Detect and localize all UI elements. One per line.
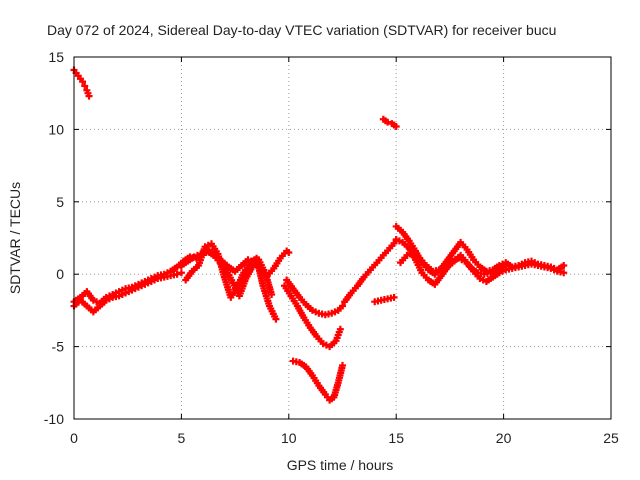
data-point bbox=[392, 123, 400, 131]
data-point bbox=[177, 269, 185, 277]
data-point bbox=[560, 269, 568, 277]
chart-title: Day 072 of 2024, Sidereal Day-to-day VTE… bbox=[47, 22, 556, 38]
data-point bbox=[339, 302, 346, 310]
data-point bbox=[285, 248, 293, 256]
data-point bbox=[268, 290, 276, 298]
x-tick-label: 10 bbox=[281, 430, 297, 446]
y-axis-label: SDTVAR / TECUs bbox=[7, 182, 23, 294]
y-tick-labels: -10 -5 0 5 10 15 bbox=[44, 49, 64, 427]
data-points bbox=[70, 66, 568, 404]
y-tick-label: 5 bbox=[56, 194, 64, 210]
y-tick-label: 10 bbox=[48, 121, 64, 137]
x-tick-label: 25 bbox=[603, 430, 619, 446]
data-point bbox=[500, 263, 508, 271]
data-point bbox=[272, 315, 280, 323]
x-tick-label: 0 bbox=[70, 430, 78, 446]
y-tick-label: -5 bbox=[52, 339, 65, 355]
data-point bbox=[384, 118, 392, 126]
x-tick-labels: 0 5 10 15 20 25 bbox=[70, 430, 619, 446]
data-point bbox=[339, 361, 346, 369]
data-point bbox=[173, 270, 181, 278]
data-point bbox=[79, 78, 87, 86]
data-point bbox=[81, 82, 89, 90]
data-point bbox=[390, 293, 398, 301]
plot-frame bbox=[73, 56, 612, 420]
data-point bbox=[85, 92, 93, 100]
y-tick-label: 15 bbox=[48, 49, 64, 65]
x-tick-label: 15 bbox=[388, 430, 404, 446]
y-tick-label: -10 bbox=[44, 411, 64, 427]
data-point bbox=[560, 262, 568, 270]
data-point bbox=[336, 325, 344, 333]
x-tick-label: 5 bbox=[178, 430, 186, 446]
y-tick-label: 0 bbox=[56, 266, 64, 282]
x-tick-label: 20 bbox=[496, 430, 512, 446]
x-axis-label: GPS time / hours bbox=[287, 457, 394, 473]
